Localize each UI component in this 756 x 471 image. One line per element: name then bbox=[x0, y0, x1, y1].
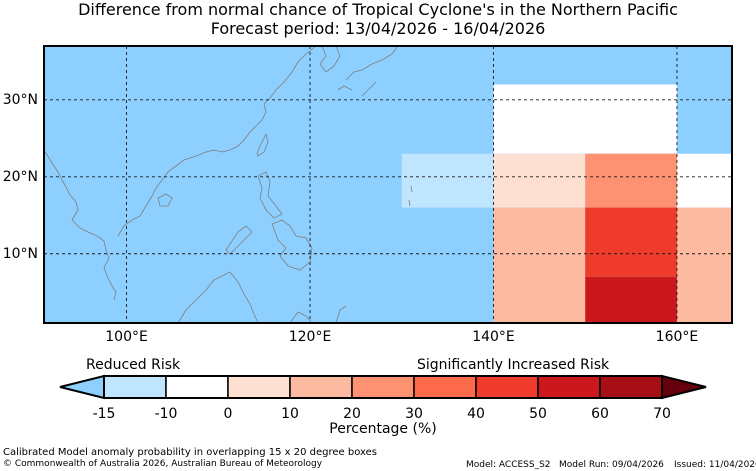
coastline-palawan bbox=[225, 225, 253, 255]
anomaly-cell-4 bbox=[676, 153, 732, 208]
colorbar-tick-label: 70 bbox=[653, 406, 671, 422]
coastline-luzon bbox=[257, 171, 283, 219]
colorbar-under-arrow bbox=[59, 374, 105, 400]
lon-tick-label: 160°E bbox=[655, 329, 699, 345]
footer-copyright: © Commonwealth of Australia 2026, Austra… bbox=[3, 459, 323, 469]
increased-risk-label: Significantly Increased Risk bbox=[417, 357, 610, 373]
colorbar-tick-label: 50 bbox=[529, 406, 547, 422]
anomaly-cell-6 bbox=[585, 207, 677, 277]
colorbar-tick-label: 40 bbox=[467, 406, 485, 422]
anomaly-cell-8 bbox=[676, 207, 732, 323]
anomaly-cell-1 bbox=[401, 153, 494, 208]
lon-tick-label: 120°E bbox=[288, 329, 332, 345]
colorbar-bin-2 bbox=[227, 375, 291, 399]
anomaly-cell-7 bbox=[585, 276, 677, 323]
anomaly-cell-3 bbox=[585, 153, 677, 208]
colorbar-bin-5 bbox=[413, 375, 477, 399]
coastline-korea bbox=[319, 46, 341, 73]
colorbar-bin-0 bbox=[103, 375, 167, 399]
colorbar-bin-1 bbox=[165, 375, 229, 399]
colorbar-tick-label: -15 bbox=[92, 406, 116, 422]
colorbar-bin-6 bbox=[475, 375, 539, 399]
footer-issued: Issued: 11/04/2026 bbox=[674, 460, 756, 470]
colorbar-tick-label: 10 bbox=[281, 406, 299, 422]
lon-tick-label: 100°E bbox=[105, 329, 148, 345]
anomaly-cells bbox=[401, 84, 732, 323]
coastline-hainan bbox=[157, 193, 173, 207]
colorbar-over-arrow bbox=[661, 374, 707, 400]
colorbar-bin-4 bbox=[351, 375, 415, 399]
footer-note: Calibrated Model anomaly probability in … bbox=[3, 447, 378, 458]
reduced-risk-label: Reduced Risk bbox=[86, 357, 181, 373]
colorbar-tick-label: -10 bbox=[154, 406, 178, 422]
colorbar-axis-label: Percentage (%) bbox=[329, 421, 437, 437]
colorbar-tick-label: 20 bbox=[343, 406, 361, 422]
lon-tick-label: 140°E bbox=[472, 329, 515, 345]
coastline-sulawesi bbox=[289, 305, 347, 323]
graticule bbox=[44, 46, 732, 323]
coastlines bbox=[44, 46, 413, 323]
map-frame bbox=[43, 45, 733, 324]
footer-model: Model: ACCESS_S2 bbox=[466, 460, 551, 470]
colorbar-frame bbox=[103, 375, 663, 399]
coastline-japan bbox=[337, 46, 399, 97]
anomaly-cell-5 bbox=[493, 207, 586, 323]
colorbar-bin-8 bbox=[599, 375, 663, 399]
coastline-borneo bbox=[177, 271, 259, 323]
colorbar-tick-label: 60 bbox=[591, 406, 609, 422]
colorbar-tick-label: 30 bbox=[405, 406, 423, 422]
coastline-marianas bbox=[408, 185, 413, 207]
lat-tick-label: 30°N bbox=[2, 91, 38, 108]
anomaly-cell-2 bbox=[493, 153, 586, 208]
lat-tick-label: 20°N bbox=[2, 168, 38, 185]
forecast-period: Forecast period: 13/04/2026 - 16/04/2026 bbox=[210, 19, 546, 38]
coastline-mainland bbox=[44, 46, 317, 301]
colorbar-bin-7 bbox=[537, 375, 601, 399]
footer-model-run: Model Run: 09/04/2026 bbox=[559, 460, 664, 470]
colorbar-tick-label: 0 bbox=[223, 406, 233, 422]
lat-tick-label: 10°N bbox=[2, 245, 38, 262]
colorbar bbox=[59, 374, 707, 400]
coastline-taiwan bbox=[256, 132, 269, 157]
colorbar-bin-3 bbox=[289, 375, 353, 399]
anomaly-cell-0 bbox=[493, 84, 677, 154]
map-title: Difference from normal chance of Tropica… bbox=[78, 0, 678, 19]
